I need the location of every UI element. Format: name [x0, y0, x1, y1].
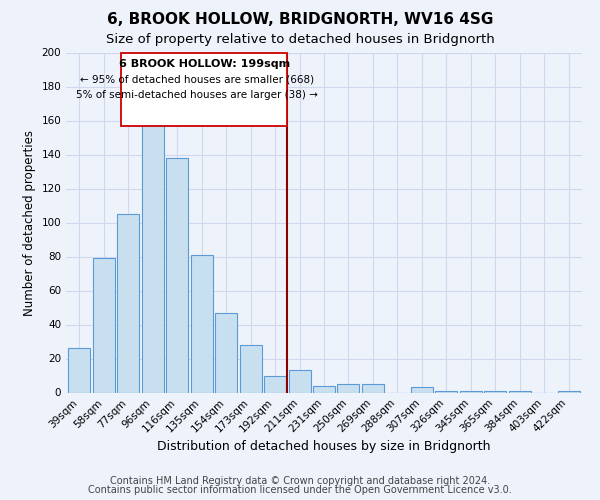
Bar — [142, 114, 164, 392]
Bar — [435, 391, 457, 392]
Bar — [289, 370, 311, 392]
Text: Size of property relative to detached houses in Bridgnorth: Size of property relative to detached ho… — [106, 32, 494, 46]
Bar — [93, 258, 115, 392]
Text: Contains HM Land Registry data © Crown copyright and database right 2024.: Contains HM Land Registry data © Crown c… — [110, 476, 490, 486]
Bar — [337, 384, 359, 392]
Bar — [460, 391, 482, 392]
Text: Contains public sector information licensed under the Open Government Licence v3: Contains public sector information licen… — [88, 485, 512, 495]
Text: 6 BROOK HOLLOW: 199sqm: 6 BROOK HOLLOW: 199sqm — [119, 60, 290, 70]
Bar — [239, 345, 262, 393]
Bar — [411, 388, 433, 392]
X-axis label: Distribution of detached houses by size in Bridgnorth: Distribution of detached houses by size … — [157, 440, 491, 453]
Text: ← 95% of detached houses are smaller (668): ← 95% of detached houses are smaller (66… — [80, 74, 314, 85]
Bar — [557, 391, 580, 392]
Text: 6, BROOK HOLLOW, BRIDGNORTH, WV16 4SG: 6, BROOK HOLLOW, BRIDGNORTH, WV16 4SG — [107, 12, 493, 28]
Text: 5% of semi-detached houses are larger (38) →: 5% of semi-detached houses are larger (3… — [76, 90, 318, 100]
Bar — [118, 214, 139, 392]
Bar — [166, 158, 188, 392]
FancyBboxPatch shape — [121, 52, 287, 126]
Bar — [509, 391, 530, 392]
Bar — [215, 312, 237, 392]
Bar — [68, 348, 91, 393]
Bar — [313, 386, 335, 392]
Bar — [191, 255, 213, 392]
Y-axis label: Number of detached properties: Number of detached properties — [23, 130, 36, 316]
Bar — [362, 384, 384, 392]
Bar — [484, 391, 506, 392]
Bar — [264, 376, 286, 392]
